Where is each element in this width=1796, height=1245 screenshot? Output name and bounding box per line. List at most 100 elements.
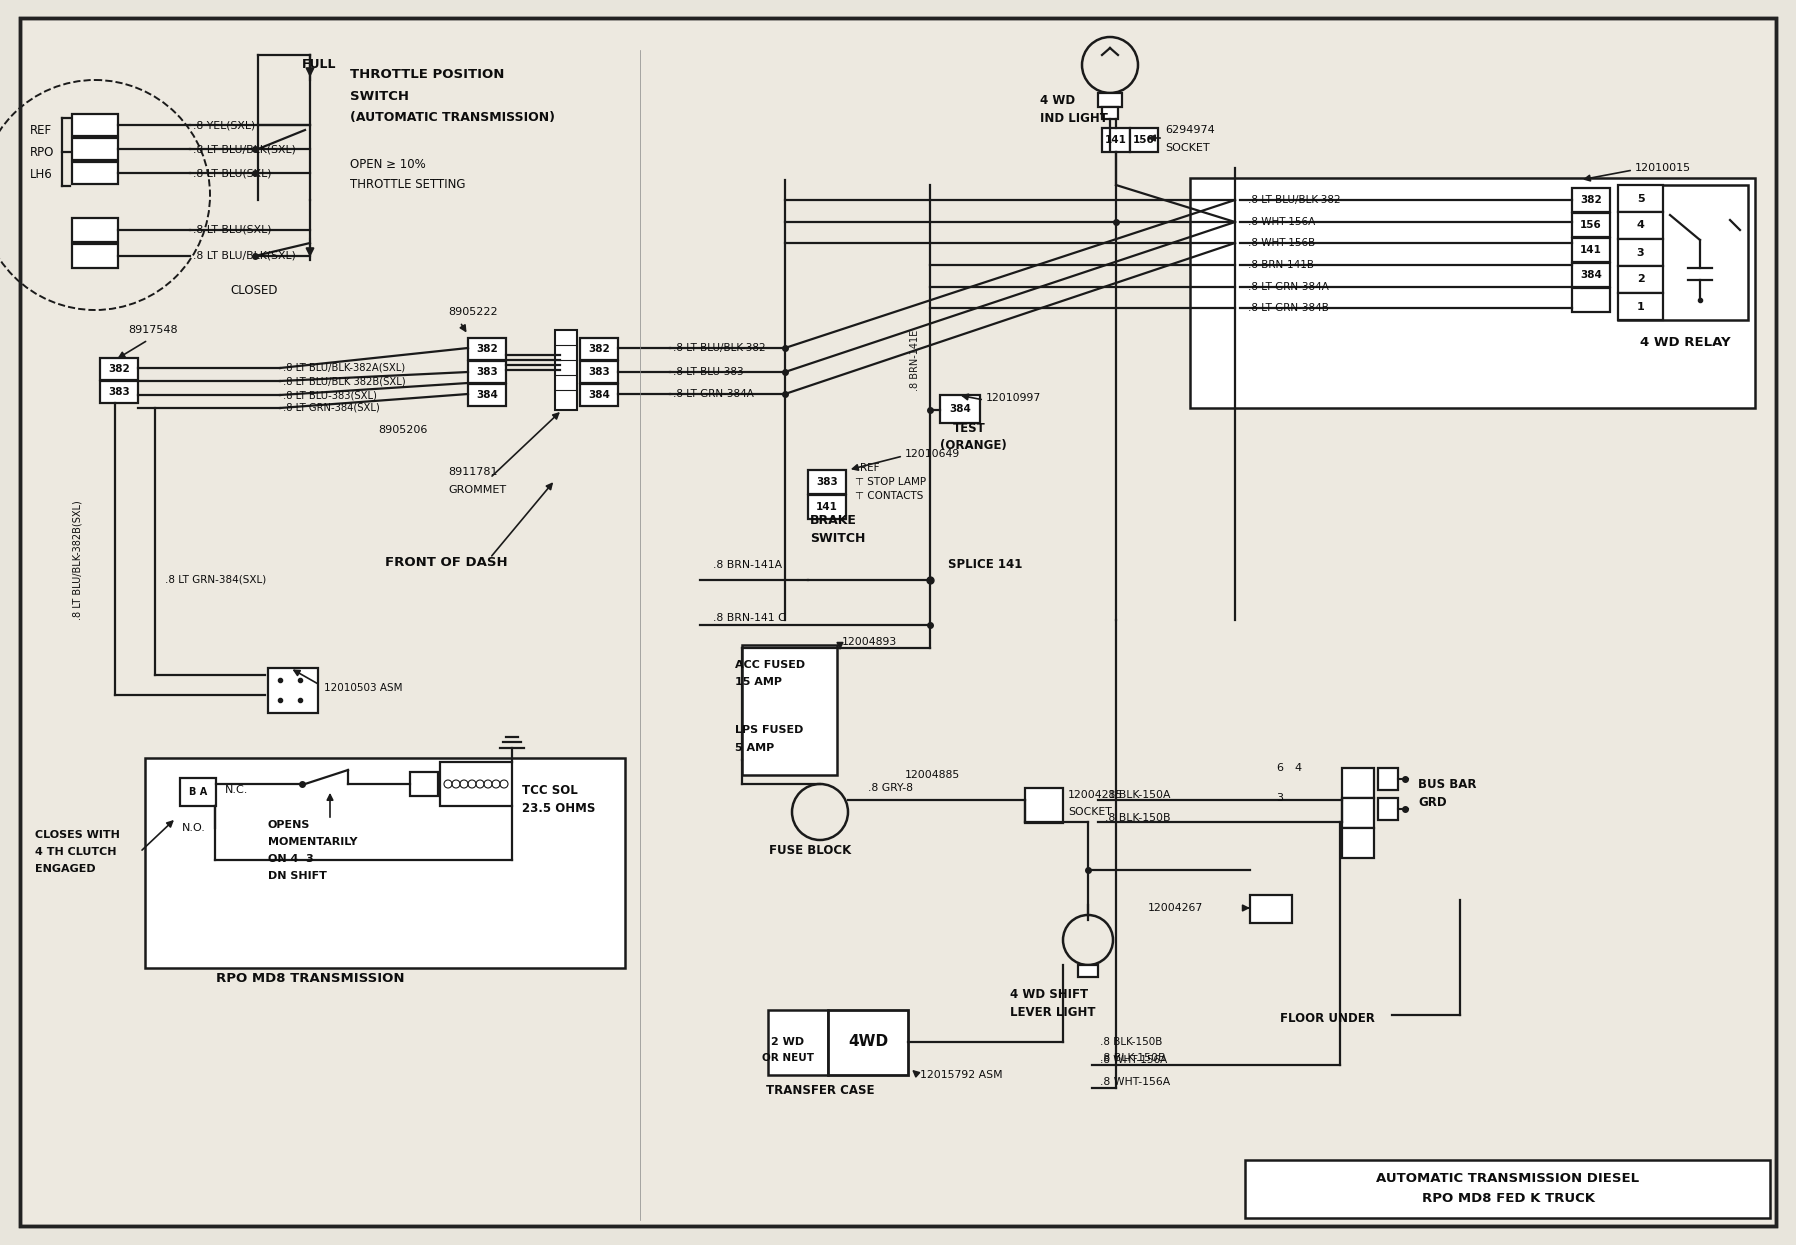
- Text: AUTOMATIC TRANSMISSION DIESEL: AUTOMATIC TRANSMISSION DIESEL: [1376, 1173, 1640, 1185]
- Text: THROTTLE POSITION: THROTTLE POSITION: [350, 68, 505, 81]
- Text: .8 LT BLU(SXL): .8 LT BLU(SXL): [192, 225, 271, 235]
- Bar: [939, 395, 981, 423]
- Text: 4: 4: [1636, 220, 1645, 230]
- Text: 5 AMP: 5 AMP: [735, 743, 774, 753]
- Bar: [555, 330, 577, 410]
- Text: .8 LT BLU(SXL): .8 LT BLU(SXL): [192, 168, 271, 178]
- Text: 384: 384: [587, 390, 611, 400]
- Text: 382: 382: [587, 344, 611, 354]
- Text: .8 WHT-156B: .8 WHT-156B: [1248, 238, 1315, 248]
- Text: BRAKE: BRAKE: [810, 513, 857, 527]
- Text: 383: 383: [108, 387, 129, 397]
- Text: SPLICE 141: SPLICE 141: [948, 559, 1022, 571]
- Text: 12004885: 12004885: [905, 769, 961, 781]
- Bar: [580, 361, 618, 383]
- Text: 2 WD: 2 WD: [772, 1037, 805, 1047]
- Text: .8 WHT-156A: .8 WHT-156A: [1099, 1077, 1171, 1087]
- Text: OPENS: OPENS: [268, 820, 311, 830]
- Text: 8905222: 8905222: [447, 308, 497, 317]
- Bar: [145, 758, 625, 969]
- Bar: [1026, 788, 1063, 823]
- Bar: [1342, 768, 1374, 798]
- Text: FRONT OF DASH: FRONT OF DASH: [384, 555, 508, 569]
- Bar: [580, 383, 618, 406]
- Text: .8 BRN-141 C: .8 BRN-141 C: [713, 613, 787, 622]
- Text: .8 BLK-150B: .8 BLK-150B: [1099, 1053, 1166, 1063]
- Text: LH6: LH6: [31, 168, 52, 181]
- Text: 12010997: 12010997: [986, 393, 1042, 403]
- Bar: [1618, 293, 1663, 320]
- Text: 382: 382: [1580, 195, 1602, 205]
- Text: 382: 382: [108, 364, 129, 374]
- Text: REF: REF: [31, 123, 52, 137]
- Text: .8 BLK-150A: .8 BLK-150A: [1105, 791, 1171, 801]
- Bar: [1342, 798, 1374, 828]
- Text: .8 WHT-156A: .8 WHT-156A: [1099, 1055, 1167, 1064]
- Text: ENGAGED: ENGAGED: [34, 864, 95, 874]
- Text: 141: 141: [1105, 134, 1126, 144]
- Text: 156: 156: [1580, 220, 1602, 230]
- Text: .8 LT BLU/BLK-382B(SXL): .8 LT BLU/BLK-382B(SXL): [74, 500, 83, 620]
- Text: .8 LT GRN-384B: .8 LT GRN-384B: [1248, 303, 1329, 312]
- Bar: [469, 337, 506, 360]
- Text: IND LIGHT: IND LIGHT: [1040, 112, 1108, 125]
- Text: FULL: FULL: [302, 59, 336, 71]
- Text: 141: 141: [815, 502, 839, 512]
- Text: 12004215: 12004215: [1069, 791, 1122, 801]
- Text: OPEN ≥ 10%: OPEN ≥ 10%: [350, 158, 426, 172]
- Text: 3: 3: [1636, 248, 1645, 258]
- Text: .8 WHT-156A: .8 WHT-156A: [1248, 217, 1315, 227]
- Text: .8 BLK-150B: .8 BLK-150B: [1099, 1037, 1162, 1047]
- Text: CLOSES WITH: CLOSES WITH: [34, 830, 120, 840]
- Text: 23.5 OHMS: 23.5 OHMS: [523, 802, 596, 814]
- Text: .8 BRN-141A: .8 BRN-141A: [713, 560, 781, 570]
- Text: RPO MD8 FED K TRUCK: RPO MD8 FED K TRUCK: [1421, 1191, 1595, 1204]
- Bar: [1618, 266, 1663, 293]
- Text: .8 LT BLU/BLK 382B(SXL): .8 LT BLU/BLK 382B(SXL): [284, 376, 406, 386]
- Text: 6294974: 6294974: [1166, 124, 1214, 134]
- Text: 12010649: 12010649: [905, 449, 961, 459]
- Text: 3: 3: [1277, 793, 1284, 803]
- Bar: [72, 115, 119, 136]
- Text: .8 LT BLU/BLK-382: .8 LT BLU/BLK-382: [674, 344, 765, 354]
- Bar: [1618, 186, 1663, 212]
- Text: ON 4  3: ON 4 3: [268, 854, 314, 864]
- Bar: [1103, 128, 1130, 152]
- Bar: [72, 138, 119, 161]
- Text: 4: 4: [1295, 763, 1302, 773]
- Text: 4 WD: 4 WD: [1040, 93, 1076, 107]
- Text: N.O.: N.O.: [181, 823, 207, 833]
- Bar: [808, 496, 846, 519]
- Text: TRANSFER CASE: TRANSFER CASE: [765, 1083, 875, 1097]
- Text: (ORANGE): (ORANGE): [939, 439, 1008, 452]
- Text: 384: 384: [476, 390, 497, 400]
- Bar: [1618, 239, 1663, 266]
- Text: 5: 5: [1636, 193, 1645, 203]
- Text: 4WD: 4WD: [848, 1035, 887, 1050]
- Text: ⊤ CONTACTS: ⊤ CONTACTS: [855, 491, 923, 500]
- Text: 384: 384: [948, 403, 972, 415]
- Text: SWITCH: SWITCH: [350, 90, 409, 102]
- Bar: [469, 361, 506, 383]
- Bar: [1130, 128, 1158, 152]
- Text: .8 BLK-150B: .8 BLK-150B: [1105, 813, 1171, 823]
- Bar: [72, 218, 119, 242]
- Text: 4 WD RELAY: 4 WD RELAY: [1640, 335, 1731, 349]
- Bar: [1618, 186, 1748, 320]
- Text: 12010503 ASM: 12010503 ASM: [323, 684, 402, 693]
- Text: CLOSED: CLOSED: [230, 284, 278, 296]
- Text: 156: 156: [1133, 134, 1155, 144]
- Text: .8 LT BLU-383: .8 LT BLU-383: [674, 367, 744, 377]
- Bar: [808, 471, 846, 494]
- Bar: [1618, 212, 1663, 239]
- Text: RPO: RPO: [31, 146, 54, 158]
- Bar: [72, 244, 119, 268]
- Text: 6: 6: [1277, 763, 1284, 773]
- Text: N.C.: N.C.: [224, 786, 248, 796]
- Text: DN SHIFT: DN SHIFT: [268, 872, 327, 881]
- Text: .8 LT GRN-384A: .8 LT GRN-384A: [674, 388, 754, 398]
- Text: .8 GRY-8: .8 GRY-8: [867, 783, 912, 793]
- Bar: [1378, 768, 1397, 791]
- Text: BUS BAR: BUS BAR: [1419, 778, 1476, 792]
- Text: ACC FUSED: ACC FUSED: [735, 660, 805, 670]
